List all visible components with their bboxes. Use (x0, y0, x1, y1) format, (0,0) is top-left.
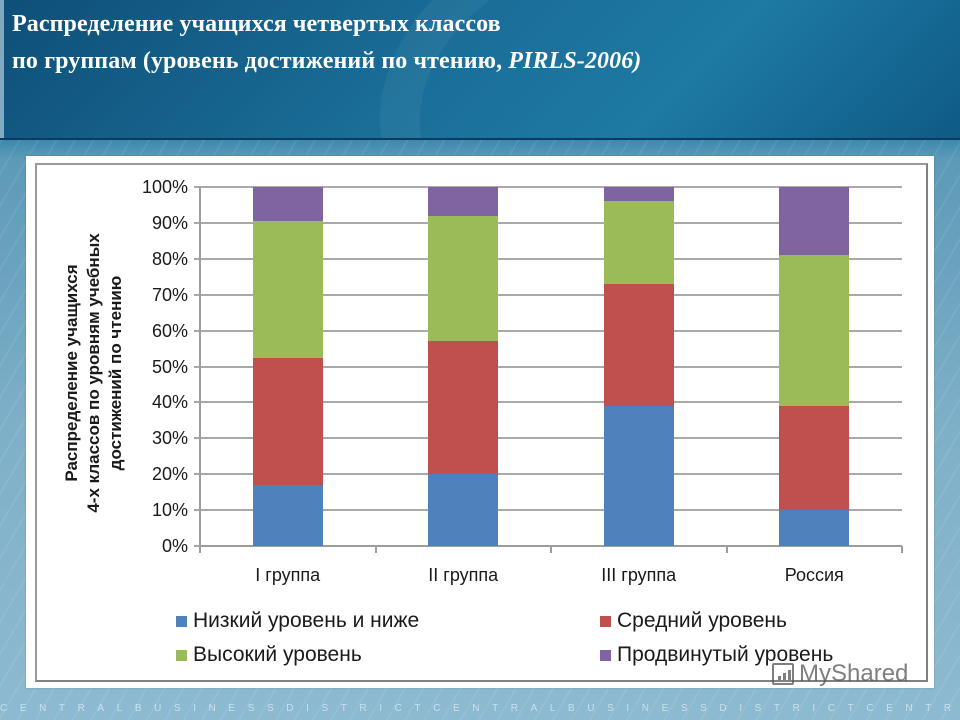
legend-item: Низкий уровень и ниже (176, 609, 419, 633)
x-tick-mark (199, 546, 201, 553)
title-band: Распределение учащихся четвертых классов… (0, 0, 960, 140)
legend-swatch-icon (600, 615, 611, 627)
gridline (200, 365, 902, 368)
x-category-label: Россия (784, 565, 844, 585)
legend-label: Высокий уровень (193, 643, 362, 666)
y-tick-mark (194, 257, 200, 260)
bar-segment-low (779, 510, 850, 546)
y-tick-mark (194, 365, 200, 368)
footer-text: CENTRALBUSINESSDISTRICTCENTRALBUSINESSDI… (0, 703, 960, 714)
x-tick-mark (725, 546, 728, 553)
gridline (200, 257, 902, 260)
bar-segment-medium (252, 357, 323, 485)
bar-segment-advanced (252, 187, 323, 222)
bar-segment-low (252, 484, 323, 546)
x-tick-mark (550, 546, 552, 553)
y-tick-mark (194, 401, 200, 404)
watermark: MyShared (772, 660, 908, 688)
y-tick-label: 50% (151, 356, 188, 377)
watermark-text: MyShared (799, 660, 909, 687)
bar-segment-advanced (428, 187, 499, 216)
title-line-2-italic: PIRLS-2006) (508, 48, 642, 74)
gridline (200, 186, 902, 188)
legend-item: Средний уровень (600, 609, 787, 633)
x-tick-mark (374, 546, 377, 553)
gridline (200, 293, 902, 296)
y-tick-mark (194, 329, 200, 332)
legend-label: Низкий уровень и ниже (193, 609, 420, 632)
bar-segment-high (779, 255, 850, 406)
y-tick-mark (194, 186, 200, 188)
bar-segment-high (252, 221, 323, 358)
y-tick-label: 70% (151, 284, 188, 305)
y-tick-label: 60% (151, 320, 188, 341)
y-tick-label: 0% (161, 536, 188, 556)
x-tick-mark (901, 546, 903, 553)
gridline (200, 329, 902, 332)
x-category-label: II группа (428, 565, 499, 585)
legend-swatch-icon (176, 615, 187, 627)
legend-item: Продвинутый уровень (600, 643, 833, 667)
y-tick-mark (194, 545, 200, 547)
x-category-label: I группа (255, 565, 321, 585)
legend-label: Продвинутый уровень (617, 643, 834, 666)
y-axis-title: Распределение учащихся 4-х классов по ур… (48, 200, 140, 546)
y-tick-mark (194, 437, 200, 440)
title-line-2: по группам (уровень достижений по чтению… (12, 43, 641, 80)
y-axis-title-line-2: 4-х классов по уровням учебных (84, 233, 103, 513)
legend-swatch-icon (176, 649, 187, 661)
bar-segment-high (428, 215, 499, 342)
y-axis-title-line-3: достижений по чтению (106, 275, 125, 471)
gridline (200, 473, 902, 476)
y-tick-label: 80% (151, 248, 188, 269)
bar-segment-high (603, 201, 674, 284)
bar-segment-medium (779, 405, 850, 511)
bar-segment-low (603, 405, 674, 546)
y-axis (199, 187, 201, 546)
legend-item: Высокий уровень (176, 643, 362, 667)
bar-segment-low (428, 474, 499, 546)
y-tick-label: 90% (151, 212, 188, 233)
gridline (200, 221, 902, 224)
y-tick-mark (194, 473, 200, 476)
legend-swatch-icon (600, 649, 611, 661)
y-tick-label: 30% (151, 428, 188, 449)
gridline (200, 509, 902, 512)
bar-segment-advanced (603, 187, 674, 202)
y-tick-label: 20% (151, 464, 188, 485)
legend-label: Средний уровень (617, 609, 787, 632)
gridline (200, 437, 902, 440)
y-tick-mark (194, 509, 200, 512)
y-tick-mark (194, 293, 200, 296)
y-tick-label: 40% (151, 392, 188, 413)
bar-segment-medium (428, 341, 499, 475)
x-category-label: III группа (601, 565, 677, 585)
y-tick-mark (194, 221, 200, 224)
presentation-icon (772, 663, 794, 685)
y-tick-label: 100% (141, 177, 188, 197)
gridline (200, 401, 902, 404)
slide-title: Распределение учащихся четвертых классов… (12, 6, 641, 80)
y-tick-label: 10% (151, 500, 188, 521)
y-axis-title-line-1: Распределение учащихся (62, 264, 81, 482)
bar-segment-advanced (779, 187, 850, 256)
title-line-2-text: по группам (уровень достижений по чтению… (12, 48, 509, 74)
title-line-1: Распределение учащихся четвертых классов (12, 11, 501, 37)
bar-segment-medium (603, 283, 674, 406)
